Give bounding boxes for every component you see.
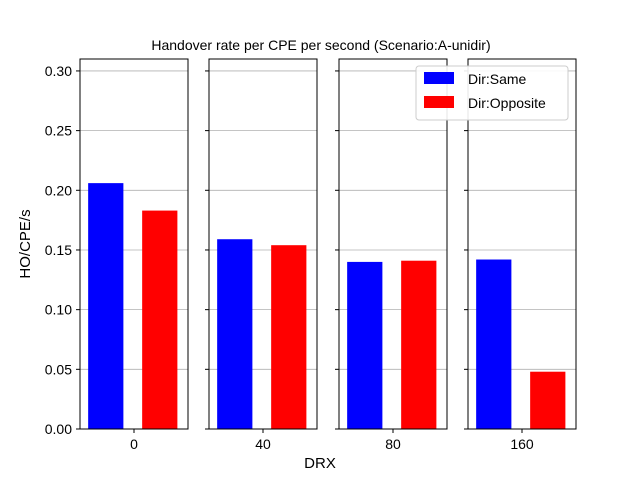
x-tick-label: 160 (510, 436, 534, 452)
y-tick-label: 0.00 (45, 421, 72, 437)
bar-dir-opposite-drx-0 (142, 210, 178, 429)
bar-dir-same-drx-80 (347, 261, 383, 429)
y-axis-label: HO/CPE/s (17, 209, 34, 278)
legend-swatch (424, 72, 454, 84)
x-axis-label: DRX (304, 455, 336, 472)
y-tick-label: 0.15 (45, 242, 72, 258)
panel-160: 160 (464, 58, 577, 452)
x-tick-label: 80 (385, 436, 401, 452)
bar-dir-opposite-drx-80 (401, 260, 437, 429)
chart-panels: 0 0.00 0.05 0.10 0.15 0.20 0.25 0.30 40 80 160 (45, 58, 577, 452)
legend-label: Dir:Opposite (468, 95, 546, 111)
panel-0: 0 0.00 0.05 0.10 0.15 0.20 0.25 0.30 (45, 58, 189, 452)
y-tick-label: 0.10 (45, 302, 72, 318)
y-tick-label: 0.05 (45, 361, 72, 377)
legend: Dir:Same Dir:Opposite (415, 65, 569, 121)
bar-dir-same-drx-0 (88, 183, 124, 429)
bar-dir-same-drx-40 (217, 239, 253, 429)
y-tick-label: 0.20 (45, 182, 72, 198)
y-tick-label: 0.30 (45, 63, 72, 79)
y-tick-label: 0.25 (45, 123, 72, 139)
x-tick-label: 0 (130, 436, 138, 452)
chart-title: Handover rate per CPE per second (Scenar… (151, 37, 490, 53)
bar-dir-opposite-drx-160 (530, 371, 566, 429)
bar-dir-same-drx-160 (476, 259, 512, 429)
panel-40: 40 (205, 58, 318, 452)
panel-80: 80 (335, 58, 448, 452)
x-tick-label: 40 (255, 436, 271, 452)
legend-label: Dir:Same (468, 71, 527, 87)
bar-dir-opposite-drx-40 (271, 245, 307, 429)
legend-swatch (424, 96, 454, 108)
